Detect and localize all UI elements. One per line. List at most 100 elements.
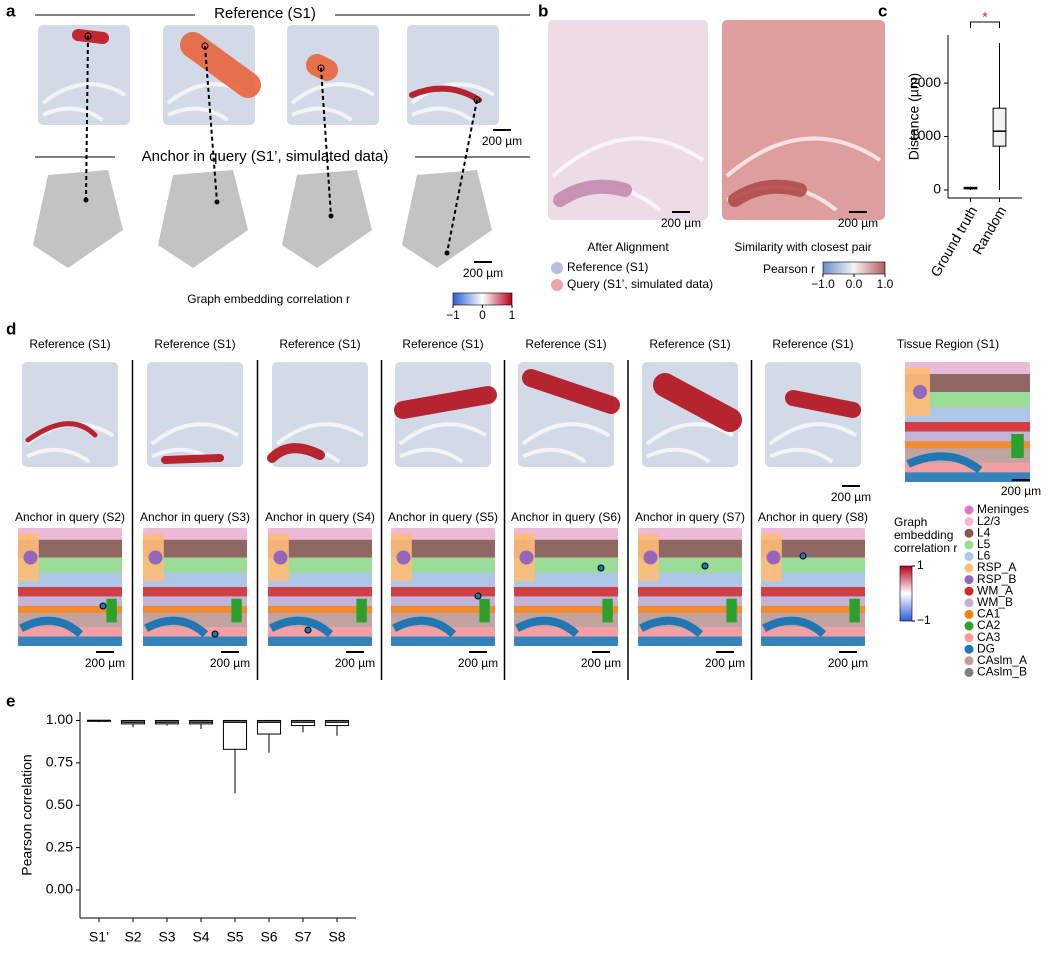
legend-label: L4 [977, 525, 991, 539]
tissue-region [906, 452, 983, 474]
legend-marker [551, 262, 563, 274]
tissue-band [638, 627, 742, 637]
tissue-band [514, 539, 618, 558]
highlight [728, 179, 807, 207]
panel-label: b [538, 1, 548, 20]
tissue-band [18, 596, 122, 606]
tissue-structure [645, 422, 735, 446]
x-tick-label: S2 [124, 929, 141, 945]
tissue-band [905, 431, 1030, 442]
column-title: Anchor in query (S5) [388, 510, 498, 524]
tissue-image [282, 170, 372, 268]
tissue-region [19, 616, 84, 638]
legend-label: DG [977, 641, 995, 655]
legend-label: L6 [977, 549, 991, 563]
tissue-band [18, 636, 122, 646]
colorbar-tick-label: 0.0 [846, 277, 863, 291]
anchor [444, 250, 450, 256]
tissue-band [268, 539, 372, 558]
tissue-band [514, 605, 618, 613]
tissue-band [761, 627, 865, 637]
x-tick-label: S7 [294, 929, 311, 945]
legend-label: L5 [977, 537, 991, 551]
tissue-structure [399, 447, 464, 464]
y-tick-label: 0 [933, 181, 941, 197]
tissue-band [268, 596, 372, 606]
column-title: Reference (S1) [402, 337, 483, 351]
column-title: Reference (S1) [279, 337, 360, 351]
y-axis-label: Distance (µm) [906, 73, 922, 160]
column-title: Anchor in query (S3) [140, 510, 250, 524]
tissue-band [761, 528, 865, 540]
tissue-image [147, 362, 243, 467]
tissue-structure [41, 82, 127, 105]
tissue-band [391, 636, 495, 646]
tissue-band [905, 472, 1030, 482]
legend-marker [964, 551, 974, 561]
box [324, 719, 350, 727]
highlight [522, 369, 620, 414]
scale-bar-label: 200 µm [458, 656, 498, 670]
legend-marker [964, 644, 974, 654]
box [290, 719, 316, 727]
colorbar-tick-label: −1 [917, 613, 931, 627]
tissue-band [391, 528, 495, 540]
y-tick-label: 2000 [910, 74, 941, 90]
anchor [84, 32, 92, 40]
tissue-band [905, 362, 1030, 374]
tissue-image [22, 362, 118, 467]
tissue-structure [290, 82, 376, 105]
tissue-band [391, 557, 495, 573]
tissue-band [905, 462, 1030, 473]
panel-label: d [6, 319, 16, 338]
tissue-band [391, 572, 495, 587]
significance-bracket [970, 21, 1000, 28]
tissue-image [765, 362, 861, 467]
tissue-band [905, 441, 1030, 449]
anchor [304, 626, 312, 634]
legend-marker [964, 505, 974, 515]
tissue-region [643, 550, 658, 565]
tissue-band [761, 587, 865, 597]
panel-title: Anchor in query (S1’, simulated data) [142, 148, 389, 165]
tissue-band [391, 627, 495, 637]
scale-bar-label: 200 µm [828, 656, 868, 670]
column-title: Anchor in query (S8) [758, 510, 868, 524]
tissue-band [905, 407, 1030, 422]
column-title: Anchor in query (S7) [635, 510, 745, 524]
tissue-structure [291, 106, 353, 122]
legend-label: RSP_A [977, 560, 1016, 574]
anchor [214, 199, 220, 205]
colorbar-tick-label: 1 [917, 558, 924, 572]
legend-label: L2/3 [977, 514, 1001, 528]
tissue-band [268, 627, 372, 637]
scale-bar-label: 200 µm [210, 656, 250, 670]
legend-label: WM_B [977, 595, 1013, 609]
tissue-band [514, 557, 618, 573]
column-title: Tissue Region (S1) [897, 337, 999, 351]
tissue-structure [551, 136, 705, 178]
tissue-region [913, 385, 927, 399]
tissue-region [269, 616, 334, 638]
tissue-region [23, 550, 38, 565]
tissue-band [761, 636, 865, 646]
tissue-structure [398, 422, 488, 446]
colorbar-label: Graph embedding correlation r [187, 292, 350, 306]
legend-label: CA1 [977, 607, 1001, 621]
box [256, 719, 282, 735]
tissue-band [638, 605, 742, 613]
tissue-band [143, 587, 247, 597]
tissue-band [638, 528, 742, 540]
tissue-band [761, 605, 865, 613]
scale-bar-label: 200 µm [838, 216, 878, 230]
tissue-region [766, 550, 781, 565]
caption: Similarity with closest pair [734, 240, 871, 254]
colorbar [452, 292, 513, 306]
colorbar-tick-label: 1 [509, 308, 516, 322]
legend-label: CAslm_A [977, 653, 1027, 667]
x-tick-label: S1’ [89, 929, 109, 945]
tissue-band [638, 572, 742, 587]
tissue-band [638, 539, 742, 558]
tissue-band [18, 557, 122, 573]
x-tick-label: S4 [192, 929, 209, 945]
